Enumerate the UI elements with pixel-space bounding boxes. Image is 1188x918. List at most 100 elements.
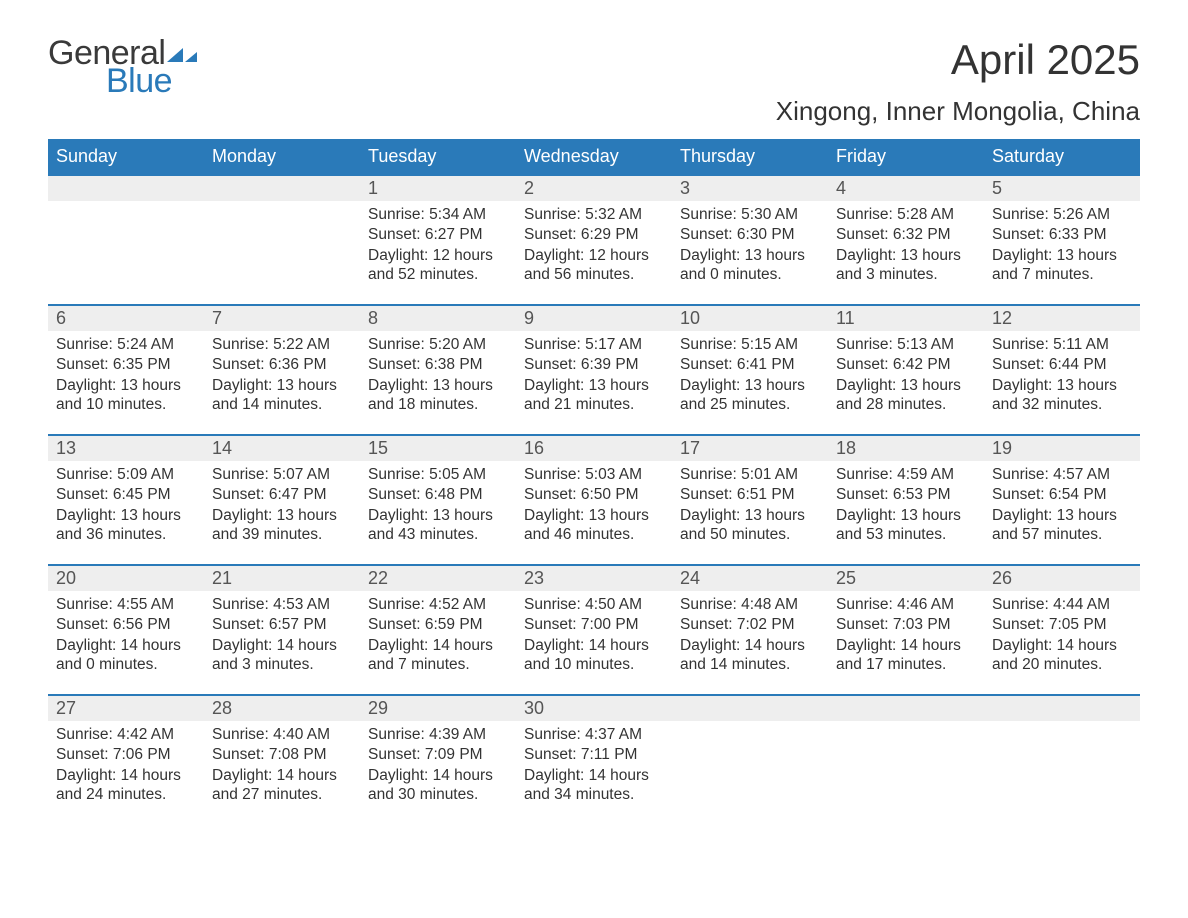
calendar-day-cell — [828, 696, 984, 824]
daylight-line: Daylight: 13 hours and 14 minutes. — [212, 376, 352, 415]
weekday-header: Saturday — [984, 139, 1140, 174]
sunset-line: Sunset: 6:48 PM — [368, 485, 508, 504]
daylight-line: Daylight: 13 hours and 32 minutes. — [992, 376, 1132, 415]
calendar-day-cell: 8Sunrise: 5:20 AMSunset: 6:38 PMDaylight… — [360, 306, 516, 434]
sunrise-line: Sunrise: 5:07 AM — [212, 465, 352, 484]
day-body: Sunrise: 4:40 AMSunset: 7:08 PMDaylight:… — [204, 721, 360, 812]
sunrise-line: Sunrise: 4:48 AM — [680, 595, 820, 614]
daylight-line: Daylight: 13 hours and 50 minutes. — [680, 506, 820, 545]
calendar-day-cell: 1Sunrise: 5:34 AMSunset: 6:27 PMDaylight… — [360, 176, 516, 304]
day-number: 9 — [516, 306, 672, 331]
day-number: 16 — [516, 436, 672, 461]
sunset-line: Sunset: 7:06 PM — [56, 745, 196, 764]
sunset-line: Sunset: 6:32 PM — [836, 225, 976, 244]
day-number: 17 — [672, 436, 828, 461]
day-body: Sunrise: 5:11 AMSunset: 6:44 PMDaylight:… — [984, 331, 1140, 422]
sunrise-line: Sunrise: 5:01 AM — [680, 465, 820, 484]
sunrise-line: Sunrise: 5:20 AM — [368, 335, 508, 354]
calendar-day-cell — [204, 176, 360, 304]
day-body: Sunrise: 4:53 AMSunset: 6:57 PMDaylight:… — [204, 591, 360, 682]
sunrise-line: Sunrise: 4:46 AM — [836, 595, 976, 614]
daylight-line: Daylight: 13 hours and 28 minutes. — [836, 376, 976, 415]
day-body: Sunrise: 5:07 AMSunset: 6:47 PM Daylight:… — [204, 461, 360, 552]
day-body: Sunrise: 4:42 AMSunset: 7:06 PMDaylight:… — [48, 721, 204, 812]
day-body: Sunrise: 5:17 AMSunset: 6:39 PMDaylight:… — [516, 331, 672, 422]
sunrise-line: Sunrise: 5:34 AM — [368, 205, 508, 224]
day-number: 10 — [672, 306, 828, 331]
sunrise-line: Sunrise: 5:15 AM — [680, 335, 820, 354]
sunrise-line: Sunrise: 4:57 AM — [992, 465, 1132, 484]
day-number: 25 — [828, 566, 984, 591]
sunrise-line: Sunrise: 4:39 AM — [368, 725, 508, 744]
day-number: 11 — [828, 306, 984, 331]
calendar-day-cell: 4Sunrise: 5:28 AMSunset: 6:32 PMDaylight… — [828, 176, 984, 304]
calendar-day-cell: 25Sunrise: 4:46 AMSunset: 7:03 PMDayligh… — [828, 566, 984, 694]
calendar-week: 6Sunrise: 5:24 AMSunset: 6:35 PMDaylight… — [48, 304, 1140, 434]
daylight-line: Daylight: 14 hours and 7 minutes. — [368, 636, 508, 675]
day-body: Sunrise: 4:59 AMSunset: 6:53 PMDaylight:… — [828, 461, 984, 552]
day-body: Sunrise: 4:52 AMSunset: 6:59 PM Daylight:… — [360, 591, 516, 682]
day-number — [204, 176, 360, 201]
day-number: 22 — [360, 566, 516, 591]
sunset-line: Sunset: 6:47 PM — [212, 485, 352, 504]
day-body: Sunrise: 4:57 AMSunset: 6:54 PMDaylight:… — [984, 461, 1140, 552]
calendar-day-cell: 7Sunrise: 5:22 AMSunset: 6:36 PMDaylight… — [204, 306, 360, 434]
daylight-line: Daylight: 14 hours and 30 minutes. — [368, 766, 508, 805]
calendar-day-cell: 23Sunrise: 4:50 AMSunset: 7:00 PMDayligh… — [516, 566, 672, 694]
sunset-line: Sunset: 6:33 PM — [992, 225, 1132, 244]
sunrise-line: Sunrise: 4:42 AM — [56, 725, 196, 744]
day-body: Sunrise: 4:46 AMSunset: 7:03 PMDaylight:… — [828, 591, 984, 682]
calendar-day-cell: 14Sunrise: 5:07 AMSunset: 6:47 PMDayligh… — [204, 436, 360, 564]
day-number: 18 — [828, 436, 984, 461]
sunset-line: Sunset: 6:51 PM — [680, 485, 820, 504]
day-body: Sunrise: 5:01 AMSunset: 6:51 PM Daylight:… — [672, 461, 828, 552]
calendar-day-cell: 13Sunrise: 5:09 AMSunset: 6:45 PMDayligh… — [48, 436, 204, 564]
calendar-day-cell — [672, 696, 828, 824]
sunset-line: Sunset: 6:59 PM — [368, 615, 508, 634]
sunset-line: Sunset: 6:41 PM — [680, 355, 820, 374]
daylight-line: Daylight: 14 hours and 20 minutes. — [992, 636, 1132, 675]
day-number: 8 — [360, 306, 516, 331]
calendar-week: 1Sunrise: 5:34 AMSunset: 6:27 PMDaylight… — [48, 174, 1140, 304]
sunrise-line: Sunrise: 5:13 AM — [836, 335, 976, 354]
sunset-line: Sunset: 6:54 PM — [992, 485, 1132, 504]
calendar-week: 27Sunrise: 4:42 AMSunset: 7:06 PMDayligh… — [48, 694, 1140, 824]
day-number: 23 — [516, 566, 672, 591]
calendar-day-cell: 20Sunrise: 4:55 AMSunset: 6:56 PMDayligh… — [48, 566, 204, 694]
calendar-day-cell — [984, 696, 1140, 824]
daylight-line: Daylight: 14 hours and 0 minutes. — [56, 636, 196, 675]
sunset-line: Sunset: 7:00 PM — [524, 615, 664, 634]
daylight-line: Daylight: 13 hours and 18 minutes. — [368, 376, 508, 415]
sunset-line: Sunset: 6:39 PM — [524, 355, 664, 374]
day-number: 12 — [984, 306, 1140, 331]
weekday-header: Wednesday — [516, 139, 672, 174]
sunset-line: Sunset: 7:09 PM — [368, 745, 508, 764]
daylight-line: Daylight: 13 hours and 36 minutes. — [56, 506, 196, 545]
day-number: 19 — [984, 436, 1140, 461]
sunset-line: Sunset: 6:42 PM — [836, 355, 976, 374]
calendar-day-cell: 15Sunrise: 5:05 AMSunset: 6:48 PMDayligh… — [360, 436, 516, 564]
daylight-line: Daylight: 12 hours and 52 minutes. — [368, 246, 508, 285]
sunrise-line: Sunrise: 5:30 AM — [680, 205, 820, 224]
day-body: Sunrise: 5:09 AMSunset: 6:45 PMDaylight:… — [48, 461, 204, 552]
sunset-line: Sunset: 6:27 PM — [368, 225, 508, 244]
daylight-line: Daylight: 13 hours and 7 minutes. — [992, 246, 1132, 285]
daylight-line: Daylight: 13 hours and 39 minutes. — [212, 506, 352, 545]
calendar-day-cell: 10Sunrise: 5:15 AMSunset: 6:41 PMDayligh… — [672, 306, 828, 434]
sunrise-line: Sunrise: 5:17 AM — [524, 335, 664, 354]
calendar-day-cell: 29Sunrise: 4:39 AMSunset: 7:09 PMDayligh… — [360, 696, 516, 824]
day-body: Sunrise: 5:26 AMSunset: 6:33 PMDaylight:… — [984, 201, 1140, 292]
calendar-day-cell: 27Sunrise: 4:42 AMSunset: 7:06 PMDayligh… — [48, 696, 204, 824]
calendar-week: 20Sunrise: 4:55 AMSunset: 6:56 PMDayligh… — [48, 564, 1140, 694]
daylight-line: Daylight: 13 hours and 10 minutes. — [56, 376, 196, 415]
sunset-line: Sunset: 6:30 PM — [680, 225, 820, 244]
day-number: 30 — [516, 696, 672, 721]
day-number — [672, 696, 828, 721]
weekday-header: Tuesday — [360, 139, 516, 174]
sunrise-line: Sunrise: 4:52 AM — [368, 595, 508, 614]
day-number: 26 — [984, 566, 1140, 591]
calendar-day-cell: 9Sunrise: 5:17 AMSunset: 6:39 PMDaylight… — [516, 306, 672, 434]
day-body: Sunrise: 4:48 AMSunset: 7:02 PMDaylight:… — [672, 591, 828, 682]
day-number — [984, 696, 1140, 721]
sunset-line: Sunset: 7:05 PM — [992, 615, 1132, 634]
